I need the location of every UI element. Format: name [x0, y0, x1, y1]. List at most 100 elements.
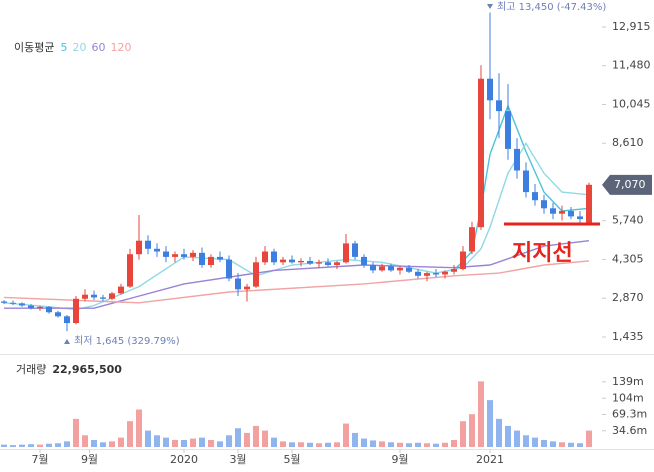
- volume-bar: [460, 421, 466, 447]
- candle-body: [343, 243, 349, 263]
- candle-body: [550, 208, 556, 214]
- volume-bar: [415, 442, 421, 447]
- volume-bar: [352, 432, 358, 447]
- volume-bar: [37, 444, 43, 447]
- volume-bar: [55, 443, 61, 447]
- high-annotation: 최고 13,450 (-47.43%): [497, 1, 606, 13]
- volume-bar: [316, 443, 322, 447]
- candle-body: [424, 273, 430, 276]
- volume-bar: [163, 437, 169, 447]
- volume-tick-label: 139m: [612, 375, 644, 388]
- candle-body: [469, 227, 475, 252]
- volume-bar: [289, 442, 295, 447]
- volume-bar: [397, 442, 403, 447]
- volume-bar: [568, 442, 574, 447]
- candle-body: [145, 240, 151, 249]
- candle-body: [271, 251, 277, 263]
- volume-today: 22,965,500: [52, 363, 122, 376]
- candle-body: [559, 211, 565, 214]
- candle-body: [136, 240, 142, 255]
- volume-bar: [469, 414, 475, 447]
- volume-bar: [370, 440, 376, 447]
- legend-title: 이동평균: [14, 41, 54, 54]
- volume-bar: [505, 425, 511, 447]
- volume-bar: [46, 443, 52, 447]
- high-marker: [487, 4, 493, 9]
- candle-body: [73, 298, 79, 324]
- volume-title: 거래량: [16, 363, 46, 376]
- volume-bar: [271, 437, 277, 447]
- y-tick-label: 8,610: [612, 136, 644, 149]
- volume-bar: [325, 442, 331, 447]
- candle-body: [514, 148, 520, 171]
- candle-body: [190, 252, 196, 257]
- candle-body: [325, 262, 331, 266]
- candle-body: [541, 200, 547, 209]
- volume-bar: [559, 442, 565, 447]
- candle-body: [1, 301, 7, 303]
- volume-bar: [541, 439, 547, 447]
- candle-body: [64, 316, 70, 324]
- candle-body: [388, 266, 394, 271]
- volume-bar: [253, 425, 259, 447]
- volume-bar: [514, 430, 520, 447]
- price-tag-label: 7,070: [614, 178, 646, 191]
- volume-bar: [343, 423, 349, 447]
- candle-body: [352, 243, 358, 257]
- volume-bar: [262, 430, 268, 447]
- y-tick-label: 4,305: [612, 252, 644, 265]
- volume-bar: [172, 439, 178, 447]
- volume-bar: [136, 409, 142, 447]
- volume-bar: [82, 435, 88, 447]
- candle-body: [280, 259, 286, 263]
- volume-bar: [235, 428, 241, 447]
- volume-bar: [577, 443, 583, 447]
- candle-body: [298, 260, 304, 263]
- candle-body: [19, 303, 25, 306]
- volume-bar: [361, 438, 367, 447]
- moving-average-line: [3, 260, 590, 304]
- volume-bar: [298, 442, 304, 447]
- x-tick-label: 7월: [31, 453, 48, 466]
- volume-bar: [154, 435, 160, 447]
- y-tick-label: 11,480: [612, 59, 651, 72]
- volume-bar: [451, 439, 457, 447]
- candle-body: [370, 265, 376, 271]
- volume-tick-label: 34.6m: [612, 424, 647, 437]
- x-tick-label: 9월: [391, 453, 408, 466]
- candle-body: [307, 260, 313, 264]
- candle-body: [172, 254, 178, 257]
- candle-body: [154, 248, 160, 252]
- volume-bar: [181, 439, 187, 447]
- volume-bar: [91, 439, 97, 447]
- y-tick-label: 2,870: [612, 291, 644, 304]
- volume-bar: [118, 437, 124, 447]
- volume-bar: [226, 435, 232, 447]
- x-tick-label: 3월: [229, 453, 246, 466]
- candle-body: [91, 294, 97, 298]
- candle-body: [379, 266, 385, 271]
- volume-tick-label: 69.3m: [612, 408, 647, 421]
- volume-bar: [433, 443, 439, 447]
- volume-bar: [379, 441, 385, 447]
- x-tick-label: 9월: [81, 453, 98, 466]
- candle-body: [289, 259, 295, 263]
- legend-entry: 60: [91, 41, 105, 54]
- candle-body: [433, 273, 439, 275]
- candle-body: [532, 192, 538, 201]
- x-tick-label: 2021: [476, 453, 504, 466]
- volume-bar: [28, 444, 34, 447]
- candle-body: [397, 267, 403, 271]
- volume-bar: [109, 441, 115, 447]
- candle-body: [451, 269, 457, 272]
- candle-body: [118, 286, 124, 294]
- candle-body: [127, 254, 133, 287]
- candle-body: [226, 259, 232, 279]
- volume-bar: [19, 444, 25, 447]
- volume-bar: [208, 439, 214, 447]
- candle-body: [568, 211, 574, 217]
- y-tick-label: 1,435: [612, 330, 644, 343]
- legend-entry: 20: [72, 41, 86, 54]
- candle-body: [415, 271, 421, 276]
